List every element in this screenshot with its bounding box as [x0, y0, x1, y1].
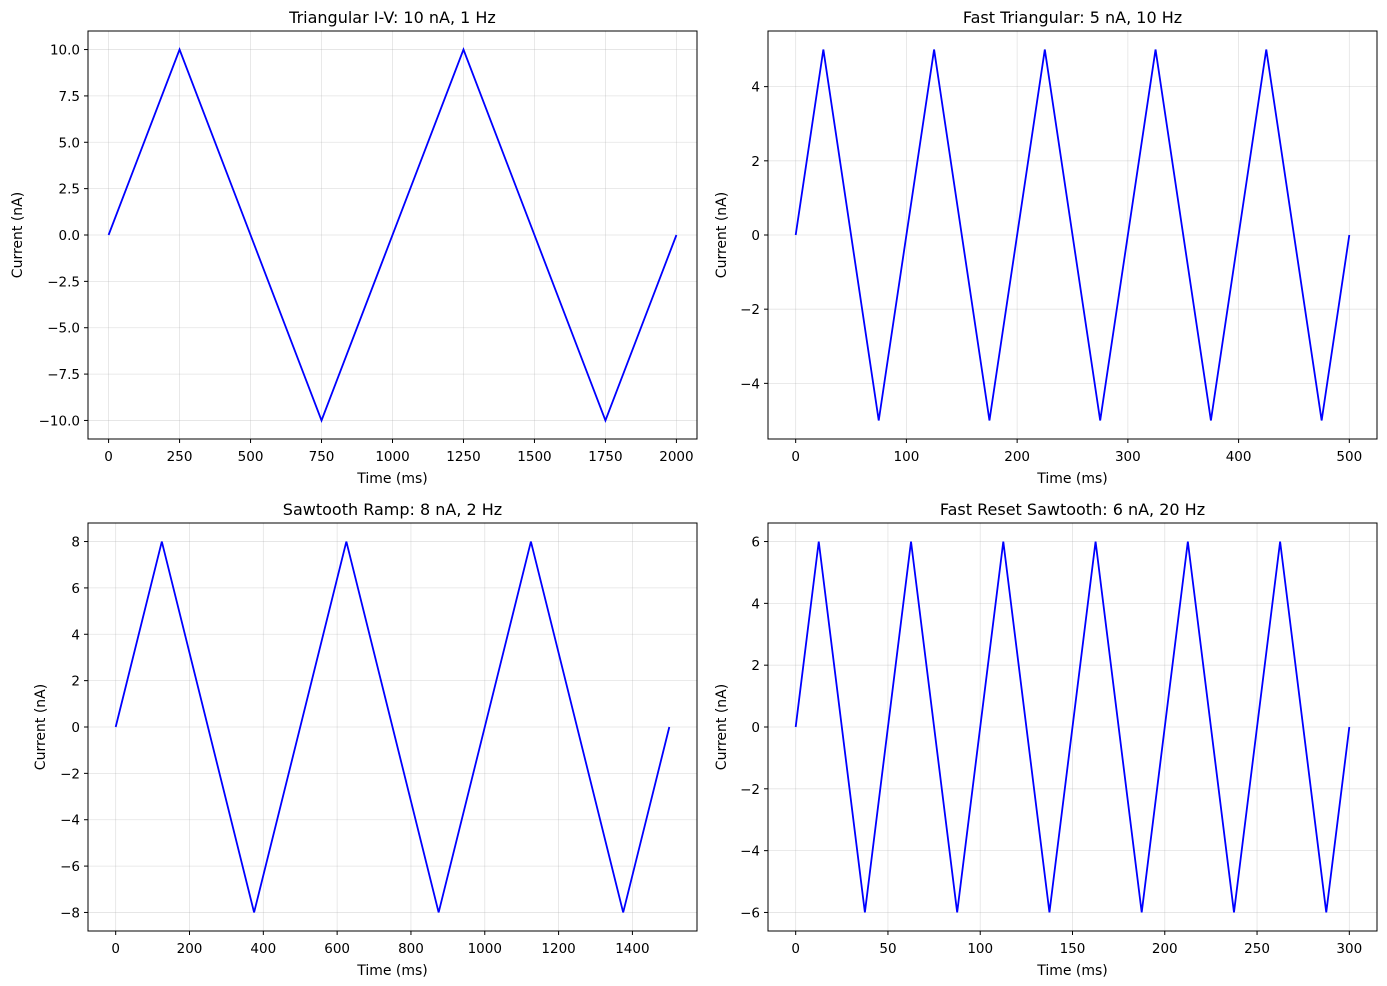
x-tick-label: 2000: [659, 449, 693, 465]
y-tick-label: 10.0: [50, 43, 80, 59]
y-tick-label: −10.0: [39, 413, 80, 429]
x-axis-label: Time (ms): [1036, 963, 1108, 979]
y-tick-label: 4: [751, 596, 760, 612]
y-tick-label: 0: [71, 720, 80, 736]
series-line: [794, 541, 1351, 913]
y-tick-label: 2: [751, 154, 760, 170]
y-tick-label: 2.5: [59, 182, 80, 198]
chart-title: Fast Triangular: 5 nA, 10 Hz: [963, 8, 1182, 27]
subplot-2: 0 100 200 300 400 500 −4 −2 0 2 4 Fast Triangular: …: [714, 8, 1378, 487]
x-tick-label: 200: [177, 941, 203, 957]
y-tick-label: −4: [740, 376, 760, 392]
x-tick-label: 500: [1336, 449, 1362, 465]
y-tick-label: 6: [71, 581, 80, 597]
y-tick-label: −4: [60, 813, 80, 829]
x-tick-label: 150: [1060, 941, 1086, 957]
x-tick-label: 200: [1004, 449, 1030, 465]
y-tick-label: 2: [71, 674, 80, 690]
x-tick-label: 100: [894, 449, 920, 465]
subplot-3: 0 200 400 600 800 1000 1200 1400 −8 −6 −4 −2 0 2 4 6 8 Sa…: [33, 500, 698, 979]
y-tick-label: −6: [60, 859, 80, 875]
x-tick-label: 0: [791, 941, 800, 957]
y-tick-label: 4: [751, 80, 760, 96]
y-axis-label: Current (nA): [10, 192, 26, 278]
x-tick-label: 1000: [375, 449, 409, 465]
chart-title: Fast Reset Sawtooth: 6 nA, 20 Hz: [940, 500, 1205, 519]
x-tick-label: 300: [1336, 941, 1362, 957]
x-tick-label: 600: [324, 941, 350, 957]
y-tick-label: −7.5: [47, 367, 80, 383]
x-tick-label: 0: [791, 449, 800, 465]
x-tick-label: 100: [967, 941, 993, 957]
y-tick-label: 2: [751, 658, 760, 674]
y-tick-label: −8: [60, 905, 80, 921]
series-line: [794, 49, 1351, 421]
subplot-1: 0 250 500 750 1000 1250 1500 1750 2000 −10.0 −7.5 −…: [10, 8, 698, 487]
x-tick-label: 0: [111, 941, 120, 957]
series-line: [114, 541, 671, 913]
y-tick-label: −2.5: [47, 274, 80, 290]
y-tick-label: −5.0: [47, 321, 80, 337]
y-axis-label: Current (nA): [714, 192, 730, 278]
x-tick-label: 200: [1152, 941, 1178, 957]
y-axis-label: Current (nA): [33, 684, 49, 770]
x-tick-label: 500: [238, 449, 264, 465]
x-axis-label: Time (ms): [356, 963, 428, 979]
y-tick-label: 7.5: [59, 89, 80, 105]
x-tick-label: 800: [398, 941, 424, 957]
x-tick-label: 750: [309, 449, 335, 465]
x-tick-label: 1750: [588, 449, 622, 465]
subplot-4: 0 50 100 150 200 250 300 −6 −4 −2 0 2 4 6 Fast Reset S…: [714, 500, 1378, 979]
y-tick-label: 5.0: [59, 135, 80, 151]
x-tick-label: 1000: [468, 941, 502, 957]
y-tick-label: −2: [740, 782, 760, 798]
y-tick-label: 8: [71, 535, 80, 551]
x-tick-label: 300: [1115, 449, 1141, 465]
x-axis-label: Time (ms): [1036, 471, 1108, 487]
x-tick-label: 400: [1226, 449, 1252, 465]
y-tick-label: −2: [740, 302, 760, 318]
y-tick-label: −6: [740, 905, 760, 921]
y-tick-label: 4: [71, 627, 80, 643]
x-tick-label: 1400: [615, 941, 649, 957]
chart-title: Sawtooth Ramp: 8 nA, 2 Hz: [283, 500, 502, 519]
x-tick-label: 1250: [446, 449, 480, 465]
chart-title: Triangular I-V: 10 nA, 1 Hz: [288, 8, 496, 27]
y-axis-label: Current (nA): [714, 684, 730, 770]
x-tick-label: 1200: [541, 941, 575, 957]
y-tick-label: 0.0: [59, 228, 80, 244]
x-tick-label: 0: [104, 449, 113, 465]
series-line: [107, 47, 678, 423]
y-tick-label: 0: [751, 720, 760, 736]
y-tick-label: 0: [751, 228, 760, 244]
x-tick-label: 1500: [517, 449, 551, 465]
x-tick-label: 50: [879, 941, 896, 957]
x-tick-label: 250: [1244, 941, 1270, 957]
x-tick-label: 250: [167, 449, 193, 465]
x-tick-label: 400: [250, 941, 276, 957]
x-axis-label: Time (ms): [356, 471, 428, 487]
y-tick-label: 6: [751, 535, 760, 551]
y-tick-label: −4: [740, 844, 760, 860]
y-tick-label: −2: [60, 766, 80, 782]
